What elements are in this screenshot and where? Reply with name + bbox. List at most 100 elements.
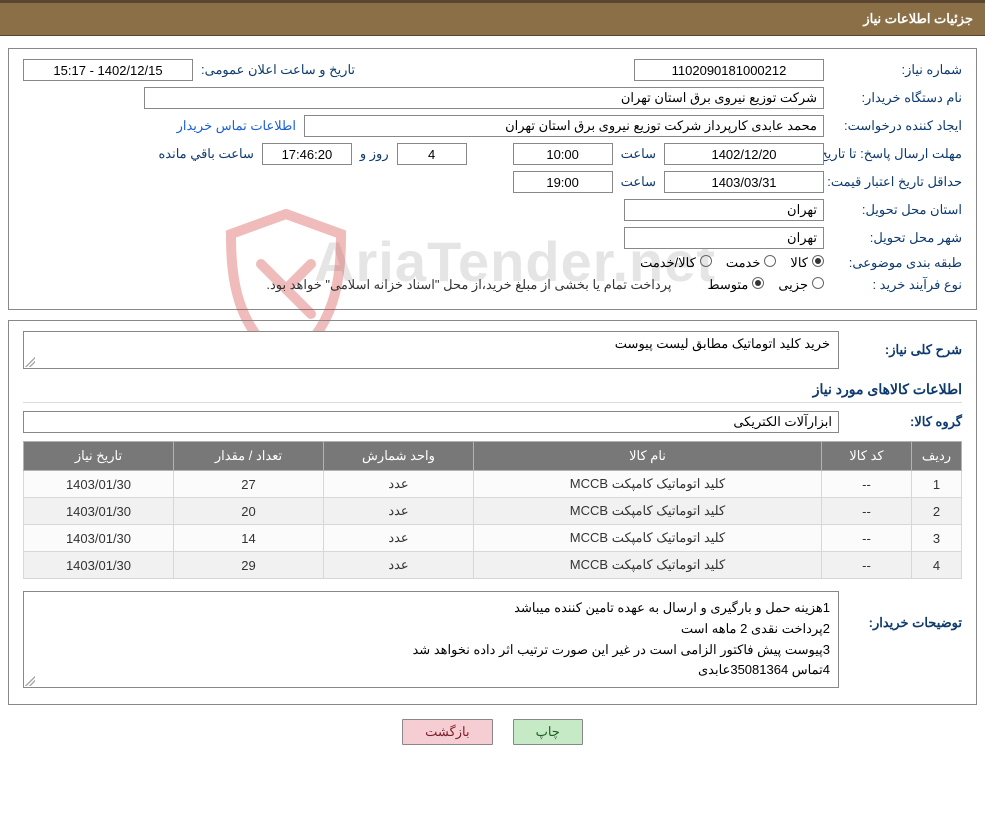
field-buyer-notes: 1هزینه حمل و بارگیری و ارسال به عهده تام…: [23, 591, 839, 688]
button-bar: چاپ بازگشت: [0, 719, 985, 745]
label-hour1: ساعت: [621, 146, 656, 162]
th-unit: واحد شمارش: [324, 442, 474, 471]
cell-name: کلید اتوماتیک کامپکت MCCB: [474, 498, 822, 525]
label-hour2: ساعت: [621, 174, 656, 190]
need-details-panel: شرح کلی نیاز: خرید کلید اتوماتیک مطابق ل…: [8, 320, 977, 705]
page-title: جزئیات اطلاعات نیاز: [863, 11, 973, 26]
field-price-validity-date: 1403/03/31: [664, 171, 824, 193]
label-requester: ایجاد کننده درخواست:: [832, 118, 962, 134]
category-radio-group: کالا خدمت کالا/خدمت: [640, 255, 824, 271]
table-row: 1 -- کلید اتوماتیک کامپکت MCCB عدد 27 14…: [24, 471, 962, 498]
radio-medium[interactable]: متوسط: [707, 277, 764, 293]
cell-row: 2: [912, 498, 962, 525]
field-deadline-time: 10:00: [513, 143, 613, 165]
label-deadline: مهلت ارسال پاسخ: تا تاریخ:: [832, 146, 962, 163]
label-buyer-org: نام دستگاه خریدار:: [832, 90, 962, 106]
field-buyer-org: شرکت توزیع نیروی برق استان تهران: [144, 87, 824, 109]
cell-name: کلید اتوماتیک کامپکت MCCB: [474, 525, 822, 552]
row-city: شهر محل تحویل: تهران: [23, 227, 962, 249]
row-process-type: نوع فرآیند خرید : جزیی متوسط پرداخت تمام…: [23, 277, 962, 293]
table-row: 2 -- کلید اتوماتیک کامپکت MCCB عدد 20 14…: [24, 498, 962, 525]
row-price-validity: حداقل تاریخ اعتبار قیمت: تا تاریخ: 1403/…: [23, 171, 962, 193]
link-buyer-contact[interactable]: اطلاعات تماس خریدار: [177, 118, 296, 134]
cell-qty: 29: [174, 552, 324, 579]
label-province: استان محل تحویل:: [832, 202, 962, 218]
row-category: طبقه بندی موضوعی: کالا خدمت کالا/خدمت: [23, 255, 962, 271]
cell-code: --: [822, 498, 912, 525]
label-category: طبقه بندی موضوعی:: [832, 255, 962, 271]
th-qty: تعداد / مقدار: [174, 442, 324, 471]
field-group: ابزارآلات الکتریکی: [23, 411, 839, 433]
row-province: استان محل تحویل: تهران: [23, 199, 962, 221]
radio-partial[interactable]: جزیی: [778, 277, 824, 293]
label-counter-suffix: ساعت باقي مانده: [158, 146, 253, 162]
field-city: تهران: [624, 227, 824, 249]
cell-qty: 20: [174, 498, 324, 525]
label-buyer-notes: توضیحات خریدار:: [847, 591, 962, 631]
row-buyer-org: نام دستگاه خریدار: شرکت توزیع نیروی برق …: [23, 87, 962, 109]
buyer-note-line: 1هزینه حمل و بارگیری و ارسال به عهده تام…: [32, 598, 830, 619]
print-button[interactable]: چاپ: [513, 719, 583, 745]
cell-code: --: [822, 525, 912, 552]
cell-name: کلید اتوماتیک کامپکت MCCB: [474, 552, 822, 579]
label-announce: تاریخ و ساعت اعلان عمومی:: [201, 62, 355, 78]
need-info-panel: AriaTender.net شماره نیاز: 1102090181000…: [8, 48, 977, 310]
field-price-validity-time: 19:00: [513, 171, 613, 193]
buyer-note-line: 3پیوست پیش فاکتور الزامی است در غیر این …: [32, 640, 830, 661]
field-province: تهران: [624, 199, 824, 221]
items-section-title: اطلاعات کالاهای مورد نیاز: [23, 381, 962, 403]
resize-handle-icon[interactable]: [25, 357, 35, 367]
process-note: پرداخت تمام یا بخشی از مبلغ خرید،از محل …: [266, 277, 671, 293]
cell-qty: 27: [174, 471, 324, 498]
cell-date: 1403/01/30: [24, 525, 174, 552]
radio-both[interactable]: کالا/خدمت: [640, 255, 712, 271]
page-header: جزئیات اطلاعات نیاز: [0, 0, 985, 36]
cell-row: 1: [912, 471, 962, 498]
field-deadline-date: 1402/12/20: [664, 143, 824, 165]
label-group: گروه کالا:: [847, 414, 962, 430]
back-button[interactable]: بازگشت: [402, 719, 492, 745]
label-city: شهر محل تحویل:: [832, 230, 962, 246]
label-need-number: شماره نیاز:: [832, 62, 962, 78]
items-table: ردیف کد کالا نام کالا واحد شمارش تعداد /…: [23, 441, 962, 579]
label-days-suffix: روز و: [360, 146, 389, 162]
row-buyer-notes: توضیحات خریدار: 1هزینه حمل و بارگیری و ا…: [23, 591, 962, 688]
radio-service[interactable]: خدمت: [726, 255, 777, 271]
label-description: شرح کلی نیاز:: [847, 342, 962, 358]
cell-unit: عدد: [324, 525, 474, 552]
table-row: 3 -- کلید اتوماتیک کامپکت MCCB عدد 14 14…: [24, 525, 962, 552]
label-price-validity: حداقل تاریخ اعتبار قیمت: تا تاریخ:: [832, 174, 962, 191]
field-description: خرید کلید اتوماتیک مطابق لیست پیوست: [23, 331, 839, 369]
row-deadline: مهلت ارسال پاسخ: تا تاریخ: 1402/12/20 سا…: [23, 143, 962, 165]
cell-unit: عدد: [324, 552, 474, 579]
field-need-number: 1102090181000212: [634, 59, 824, 81]
field-requester: محمد عابدی کارپرداز شرکت توزیع نیروی برق…: [304, 115, 824, 137]
row-requester: ایجاد کننده درخواست: محمد عابدی کارپرداز…: [23, 115, 962, 137]
field-days: 4: [397, 143, 467, 165]
field-announce: 1402/12/15 - 15:17: [23, 59, 193, 81]
resize-handle-icon[interactable]: [25, 676, 35, 686]
cell-row: 4: [912, 552, 962, 579]
process-radio-group: جزیی متوسط: [707, 277, 824, 293]
buyer-note-line: 4تماس 35081364عابدی: [32, 660, 830, 681]
buyer-note-line: 2پرداخت نقدی 2 ماهه است: [32, 619, 830, 640]
row-description: شرح کلی نیاز: خرید کلید اتوماتیک مطابق ل…: [23, 331, 962, 369]
cell-name: کلید اتوماتیک کامپکت MCCB: [474, 471, 822, 498]
cell-date: 1403/01/30: [24, 471, 174, 498]
cell-qty: 14: [174, 525, 324, 552]
cell-date: 1403/01/30: [24, 552, 174, 579]
cell-unit: عدد: [324, 498, 474, 525]
cell-code: --: [822, 471, 912, 498]
cell-date: 1403/01/30: [24, 498, 174, 525]
cell-unit: عدد: [324, 471, 474, 498]
th-row: ردیف: [912, 442, 962, 471]
row-group: گروه کالا: ابزارآلات الکتریکی: [23, 411, 962, 433]
label-process: نوع فرآیند خرید :: [832, 277, 962, 293]
table-header-row: ردیف کد کالا نام کالا واحد شمارش تعداد /…: [24, 442, 962, 471]
th-date: تاریخ نیاز: [24, 442, 174, 471]
radio-goods[interactable]: کالا: [790, 255, 824, 271]
cell-row: 3: [912, 525, 962, 552]
field-counter: 17:46:20: [262, 143, 352, 165]
cell-code: --: [822, 552, 912, 579]
th-name: نام کالا: [474, 442, 822, 471]
